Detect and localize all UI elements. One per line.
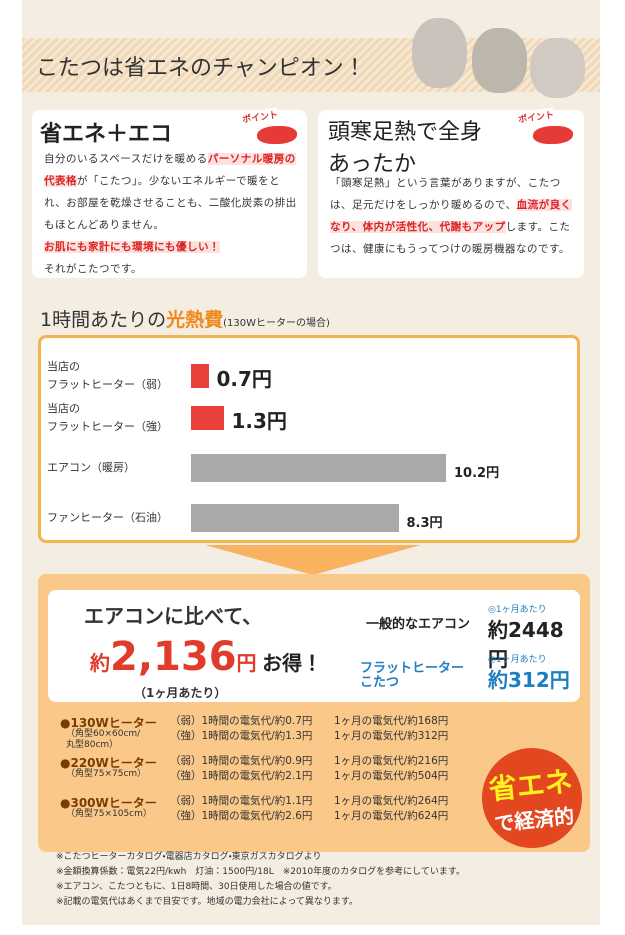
highlight: お肌にも家計にも環境にも優しい！ bbox=[44, 241, 220, 253]
point-body: 自分のいるスペースだけを暖めるパーソナル暖房の代表格が「こたつ」。少ないエネルギ… bbox=[44, 148, 300, 280]
badge-blob bbox=[257, 126, 297, 144]
cost-line: （強）1時間の電気代/約2.6円 bbox=[170, 810, 313, 822]
title-highlight: 光熱費 bbox=[166, 309, 224, 331]
cost-line: 1ヶ月の電気代/約624円 bbox=[334, 810, 449, 822]
cost-line: （強）1時間の電気代/約1.3円 bbox=[170, 730, 313, 742]
model: ●130Wヒーター bbox=[60, 716, 157, 730]
point-body: 「頭寒足熱」という言葉がありますが、こたつは、足元だけをしっかり暖めるので、血流… bbox=[330, 172, 576, 260]
compare-cost: 約2448円 bbox=[488, 618, 564, 671]
cost-line: （弱）1時間の電気代/約0.9円 bbox=[170, 755, 313, 767]
footnote: ※エアコン、こたつともに、1日8時間、30日使用した場合の値です。 bbox=[56, 882, 337, 892]
title: 1時間あたりの bbox=[40, 309, 167, 331]
prefix: 約 bbox=[90, 651, 110, 675]
chart-title: 1時間あたりの光熱費(130Wヒーターの場合) bbox=[40, 305, 330, 332]
cost-line: 1ヶ月の電気代/約504円 bbox=[334, 770, 449, 782]
arrow bbox=[205, 545, 421, 575]
text: 自分のいるスペースだけを暖める bbox=[44, 153, 208, 165]
text: が「こたつ」。少ないエネルギーで暖をとれ、お部屋を乾燥させることも、二酸化炭素の… bbox=[44, 175, 297, 231]
cost-line: （弱）1時間の電気代/約1.1円 bbox=[170, 795, 313, 807]
cost-line: （強）1時間の電気代/約2.1円 bbox=[170, 770, 313, 782]
cost-line: 1ヶ月の電気代/約264円 bbox=[334, 795, 449, 807]
savings-lead: エアコンに比べて、 bbox=[84, 604, 263, 628]
text: します。こたつは、健康にもうってつけの暖房機器なのです。 bbox=[330, 221, 571, 255]
badge-blob bbox=[533, 126, 573, 144]
cost-line: 1ヶ月の電気代/約168円 bbox=[334, 715, 449, 727]
savings-amount: 約2,136円 お得！ bbox=[90, 634, 322, 680]
model: ●300Wヒーター bbox=[60, 796, 157, 810]
model-size: （角型75×75cm） bbox=[66, 769, 147, 779]
compare-period: ◎1ヶ月あたり bbox=[488, 605, 547, 615]
bar bbox=[191, 364, 209, 388]
subtitle: (130Wヒーターの場合) bbox=[223, 318, 330, 329]
cost-line: 1ヶ月の電気代/約312円 bbox=[334, 730, 449, 742]
category-label: 当店の フラットヒーター（強） bbox=[47, 402, 168, 433]
point-left: 省エネ＋エコ ポイント 自分のいるスペースだけを暖めるパーソナル暖房の代表格が「… bbox=[32, 107, 307, 280]
value-label: 8.3円 bbox=[406, 516, 443, 531]
cat-illustration bbox=[412, 8, 592, 98]
point-badge: ポイント bbox=[241, 107, 279, 126]
savings-note: （1ヶ月あたり） bbox=[134, 686, 227, 700]
point-right: 頭寒足熱で全身あったか ポイント 「頭寒足熱」という言葉がありますが、こたつは、… bbox=[318, 107, 584, 278]
category-label: 当店の フラットヒーター（弱） bbox=[47, 360, 168, 391]
compare-name: フラットヒーター こたつ bbox=[360, 661, 465, 690]
savings-box: エアコンに比べて、 約2,136円 お得！ （1ヶ月あたり） 一般的なエアコン ◎… bbox=[48, 590, 580, 702]
suffix: お得！ bbox=[262, 651, 323, 675]
compare-cost: 約312円 bbox=[488, 668, 570, 692]
page: こたつは省エネのチャンピオン！ 省エネ＋エコ ポイント 自分のいるスペースだけを… bbox=[22, 0, 600, 925]
footnote: ※記載の電気代はあくまで目安です。地域の電力会社によって異なります。 bbox=[56, 897, 359, 907]
point-badge: ポイント bbox=[517, 107, 555, 126]
bar bbox=[191, 406, 224, 430]
value-label: 0.7円 bbox=[216, 367, 272, 391]
amount: 2,136 bbox=[110, 634, 237, 680]
unit: 円 bbox=[236, 651, 257, 675]
compare-name: 一般的なエアコン bbox=[366, 617, 471, 632]
model-size: （角型60×60cm/ 丸型80cm） bbox=[66, 729, 141, 750]
category-label: エアコン（暖房） bbox=[47, 461, 135, 474]
footnote: ※こたつヒーターカタログ・電器店カタログ・東京ガスカタログより bbox=[56, 852, 322, 862]
bar bbox=[191, 504, 399, 532]
header-title: こたつは省エネのチャンピオン！ bbox=[36, 56, 366, 81]
text: 「頭寒足熱」という言葉がありますが、こたつは、足元だけをしっかり暖めるので、 bbox=[330, 177, 561, 211]
model: ●220Wヒーター bbox=[60, 756, 157, 770]
text: それがこたつです。 bbox=[44, 263, 142, 275]
bar bbox=[191, 454, 446, 482]
category-label: ファンヒーター（石油） bbox=[47, 511, 168, 524]
model-size: （角型75×105cm） bbox=[66, 809, 152, 819]
point-title: 頭寒足熱で全身あったか bbox=[328, 120, 483, 177]
cost-line: （弱）1時間の電気代/約0.7円 bbox=[170, 715, 313, 727]
chart: 当店の フラットヒーター（弱） 0.7円当店の フラットヒーター（強） 1.3円エア… bbox=[38, 335, 580, 543]
point-title: 省エネ＋エコ bbox=[40, 122, 173, 147]
footnote: ※金額換算係数：電気22円/kwh 灯油：1500円/18L ※2010年度のカ… bbox=[56, 867, 465, 877]
value-label: 1.3円 bbox=[231, 409, 287, 433]
cost-line: 1ヶ月の電気代/約216円 bbox=[334, 755, 449, 767]
compare-period: ◎1ヶ月あたり bbox=[488, 655, 547, 665]
value-label: 10.2円 bbox=[454, 466, 500, 481]
